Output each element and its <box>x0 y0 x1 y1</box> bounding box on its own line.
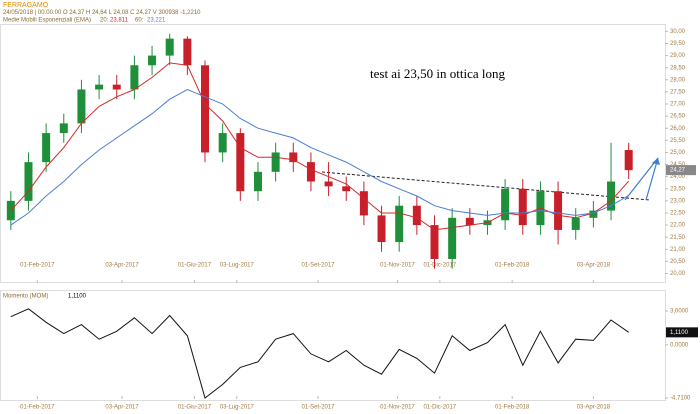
candle-body <box>377 215 386 243</box>
x-tick-label: 01-Dic-2017 <box>423 263 456 269</box>
y-tick-label: 24,00 <box>670 174 686 180</box>
x-tick-label: 01-Feb-2018 <box>495 405 530 411</box>
candle-body <box>271 152 280 172</box>
candle-body <box>465 217 474 226</box>
chart-title: FERRAGAMO <box>3 2 49 9</box>
last-value-label: 1,1100 <box>670 330 689 336</box>
legend-value: 23,811 <box>110 18 129 24</box>
x-tick-label: 01-Giu-2017 <box>178 263 212 269</box>
y-tick-label: 20,00 <box>670 271 686 277</box>
candle-body <box>183 38 192 66</box>
candle-body <box>289 152 298 163</box>
y-tick-label: 28,00 <box>670 77 686 83</box>
x-tick-label: 03-Apr-2017 <box>105 405 139 411</box>
y-tick-label: 25,00 <box>670 150 686 156</box>
candle-body <box>59 123 68 134</box>
ohlc-info: 24/05/2018 | 00.00.00 O 24,37 H 24,64 L … <box>3 10 201 16</box>
y-tick-label: 26,50 <box>670 114 686 120</box>
candle-body <box>201 65 210 153</box>
momentum-line <box>10 308 629 399</box>
x-tick-label: 03-Apr-2017 <box>105 263 139 269</box>
y-tick-label: 21,00 <box>670 247 686 253</box>
x-tick-label: 01-Nov-2017 <box>380 405 415 411</box>
price-panel <box>0 24 666 283</box>
candle-body <box>112 84 121 90</box>
x-tick-label: 03-Apr-2018 <box>577 263 611 269</box>
x-tick-label: 01-Set-2017 <box>301 405 335 411</box>
candle-body <box>165 38 174 56</box>
x-tick-label: 01-Feb-2017 <box>20 263 55 269</box>
candle-body <box>571 217 580 230</box>
x-tick-label: 03-Lug-2017 <box>220 405 255 411</box>
candle-body <box>342 186 351 192</box>
candle-body <box>148 55 157 66</box>
legend-name: 60: <box>135 18 144 24</box>
candle-body <box>589 210 598 218</box>
candle-body <box>130 65 139 90</box>
ema-line <box>10 62 630 231</box>
y-tick-label: 27,00 <box>670 102 686 108</box>
candle-body <box>253 171 262 192</box>
y-tick-label: 28,50 <box>670 65 686 71</box>
y-tick-label: 25,50 <box>670 138 686 144</box>
y-tick-label: 23,00 <box>670 198 686 204</box>
x-tick-label: 01-Dic-2017 <box>423 405 456 411</box>
candle-body <box>448 217 457 259</box>
momentum-panel <box>0 290 666 401</box>
last-price-box <box>666 165 696 176</box>
candle-body <box>554 191 563 230</box>
y-tick-label: 22,50 <box>670 211 686 217</box>
x-tick-label: 01-Feb-2018 <box>495 263 530 269</box>
y-tick-label: 20,50 <box>670 259 686 265</box>
candle-body <box>430 225 439 259</box>
candle-body <box>77 89 86 124</box>
legend-value: 23,221 <box>147 18 166 24</box>
ema-line <box>10 88 629 226</box>
y-tick-label: 29,50 <box>670 41 686 47</box>
candle-body <box>306 162 315 182</box>
candle-body <box>395 205 404 243</box>
legend-name: 20: <box>100 18 109 24</box>
y-tick-label: 0,0000 <box>670 342 689 348</box>
candle-body <box>607 181 616 211</box>
candle-body <box>624 150 633 171</box>
y-tick-label: 27,50 <box>670 89 686 95</box>
candle-body <box>42 133 51 163</box>
candle-body <box>412 205 421 226</box>
x-tick-label: 03-Lug-2017 <box>220 263 255 269</box>
y-tick-label: 22,00 <box>670 223 686 229</box>
candle-body <box>518 188 527 226</box>
candle-body <box>95 84 104 90</box>
y-tick-label: 23,50 <box>670 186 686 192</box>
last-price-label: 24,27 <box>670 168 686 174</box>
annotation: test ai 23,50 in ottica long <box>370 66 506 81</box>
y-tick-label: 21,50 <box>670 235 686 241</box>
candle-body <box>218 133 227 153</box>
x-tick-label: 01-Nov-2017 <box>380 263 415 269</box>
x-tick-label: 03-Apr-2018 <box>577 405 611 411</box>
y-tick-label: 26,00 <box>670 126 686 132</box>
y-tick-label: 30,00 <box>670 29 686 35</box>
candle-body <box>324 181 333 187</box>
candle-body <box>501 188 510 221</box>
indicator-label: Medie Mobili Esponenziali (EMA) <box>3 18 91 24</box>
y-tick-label: -4,7100 <box>670 396 691 402</box>
indicator-label: Momento (MOM) <box>3 294 48 300</box>
y-tick-label: 3,0000 <box>670 309 689 315</box>
candle-body <box>359 191 368 216</box>
x-tick-label: 01-Giu-2017 <box>178 405 212 411</box>
x-tick-label: 01-Feb-2017 <box>20 405 55 411</box>
last-value-box <box>666 327 698 338</box>
arrow-head <box>652 158 660 165</box>
candle-body <box>236 133 245 192</box>
indicator-value: 1,1100 <box>68 294 87 300</box>
x-tick-label: 01-Set-2017 <box>301 263 335 269</box>
candle-body <box>24 162 33 201</box>
y-tick-label: 29,00 <box>670 53 686 59</box>
